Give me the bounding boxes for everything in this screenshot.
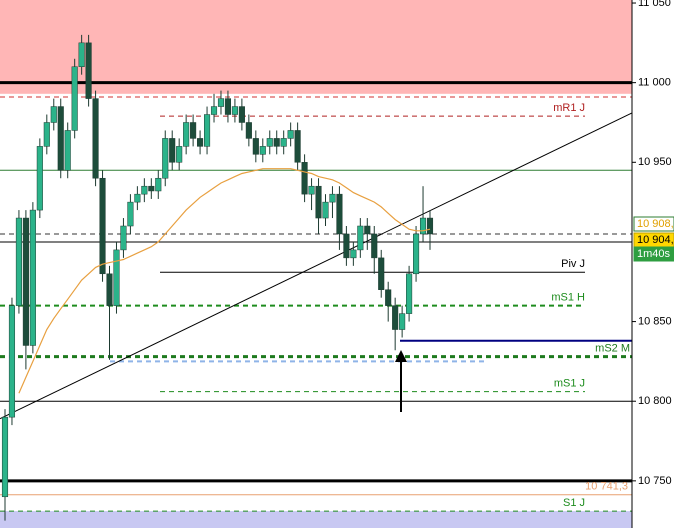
candle-body bbox=[350, 249, 357, 259]
candle-body bbox=[113, 249, 120, 306]
candle-body bbox=[357, 225, 364, 251]
candle-body bbox=[294, 130, 301, 163]
candle-body bbox=[224, 98, 232, 115]
candle-body bbox=[413, 233, 420, 275]
moving-average bbox=[18, 168, 431, 394]
candle-body bbox=[287, 130, 294, 139]
zone bbox=[0, 511, 632, 528]
level-label: mS2 M bbox=[595, 343, 630, 355]
y-tick-label: 10 950 bbox=[638, 156, 672, 168]
candle-body bbox=[176, 146, 183, 163]
candle-body bbox=[329, 193, 336, 203]
level-label: Piv J bbox=[561, 258, 585, 270]
candle-body bbox=[36, 146, 43, 211]
price-tag-label: 10 904, bbox=[637, 234, 674, 246]
candle-body bbox=[308, 185, 315, 195]
candle-body bbox=[210, 106, 218, 115]
arrow-head bbox=[395, 350, 407, 362]
candle-body bbox=[106, 273, 113, 306]
candle-body bbox=[203, 114, 211, 147]
price-tag-label: 1m40s bbox=[637, 248, 671, 260]
candle-body bbox=[406, 273, 413, 314]
y-tick-label: 10 800 bbox=[638, 395, 672, 407]
candle-body bbox=[385, 289, 392, 306]
candle-body bbox=[169, 138, 176, 163]
candle-body bbox=[64, 130, 71, 171]
candle-body bbox=[85, 42, 92, 99]
candle-body bbox=[266, 138, 273, 147]
candle-body bbox=[399, 313, 406, 330]
candle-body bbox=[392, 305, 399, 330]
candle-body bbox=[162, 138, 169, 179]
candle-body bbox=[322, 201, 329, 219]
candle-body bbox=[99, 177, 106, 275]
candle-body bbox=[120, 225, 127, 251]
candle-body bbox=[371, 233, 378, 259]
y-tick-label: 10 750 bbox=[638, 475, 672, 487]
candle-body bbox=[426, 217, 434, 235]
y-tick-label: 11 050 bbox=[638, 0, 671, 9]
price-tag bbox=[633, 216, 674, 232]
trendline bbox=[0, 112, 633, 420]
candle-body bbox=[252, 138, 259, 155]
candle-body bbox=[155, 177, 162, 192]
plot: mR1 J Piv J mS1 H mS2 M mS1 J 10 741,3S1 J bbox=[0, 0, 633, 528]
candle-body bbox=[315, 185, 322, 219]
candle-body bbox=[419, 217, 427, 235]
candle-body bbox=[127, 201, 134, 227]
candle-body bbox=[50, 106, 57, 123]
candle-body bbox=[71, 66, 78, 131]
y-tick-label: 11 000 bbox=[638, 77, 671, 89]
candle-body bbox=[15, 217, 22, 306]
candle-body bbox=[238, 106, 245, 123]
y-tick-label: 10 850 bbox=[638, 315, 672, 327]
candle-body bbox=[8, 305, 16, 418]
candle-body bbox=[364, 225, 371, 235]
candle-body bbox=[245, 122, 252, 139]
candle-body bbox=[190, 122, 197, 139]
candle-body bbox=[378, 257, 385, 290]
candle-body bbox=[301, 162, 308, 195]
zone bbox=[0, 0, 632, 94]
candle-body bbox=[141, 185, 148, 195]
level-label: mS1 J bbox=[554, 378, 585, 390]
candle-body bbox=[280, 138, 287, 147]
candle-body bbox=[336, 193, 343, 235]
candle-body bbox=[343, 233, 350, 259]
candle-body bbox=[231, 106, 238, 115]
level-label: mS1 H bbox=[551, 292, 585, 304]
candle-body bbox=[197, 138, 204, 147]
price-tag-label: 10 908, bbox=[637, 218, 674, 230]
candle-body bbox=[43, 122, 50, 147]
candle-body bbox=[183, 122, 190, 147]
candle-body bbox=[259, 146, 266, 155]
candle-body bbox=[273, 138, 280, 147]
level-label: 10 741,3 bbox=[585, 481, 628, 493]
candle-body bbox=[29, 209, 36, 346]
candle-body bbox=[78, 42, 85, 67]
candle-body bbox=[57, 106, 64, 171]
candle-body bbox=[148, 185, 155, 192]
candle-body bbox=[22, 217, 29, 346]
level-label: mR1 J bbox=[553, 102, 585, 114]
candle-body bbox=[92, 98, 99, 179]
candle-body bbox=[1, 416, 9, 498]
candle-body bbox=[134, 193, 141, 203]
candle-body bbox=[217, 98, 225, 107]
level-label: S1 J bbox=[563, 497, 585, 509]
price-tag bbox=[633, 246, 674, 262]
